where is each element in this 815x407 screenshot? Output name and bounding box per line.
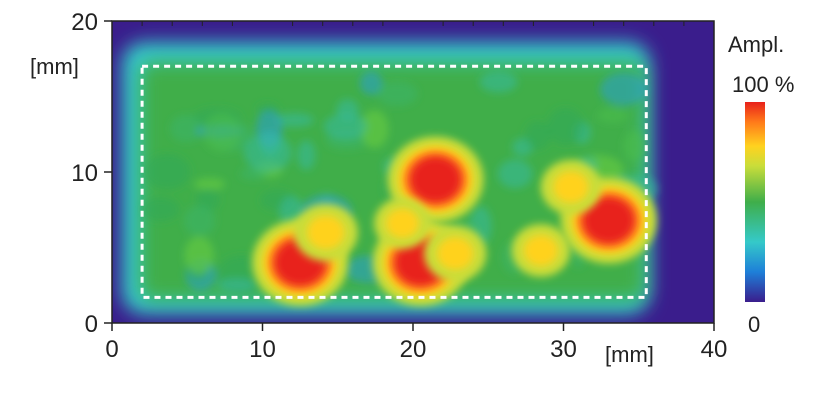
colorbar-title: Ampl. <box>728 32 784 57</box>
texture-blob <box>377 81 418 107</box>
hotspot-ring <box>523 235 559 266</box>
texture-blob <box>203 112 241 152</box>
region-box <box>140 64 648 299</box>
hotspot <box>540 159 602 215</box>
colorbar: Ampl. 100 % 0 <box>728 32 794 337</box>
texture-blob <box>141 197 180 222</box>
hotspot-ring <box>410 156 462 203</box>
hotspot-ring <box>553 171 589 203</box>
x-tick-label: 40 <box>701 336 728 363</box>
hotspot-ring <box>306 215 345 250</box>
hotspot <box>423 225 487 282</box>
colorbar-gradient <box>745 102 765 302</box>
texture-blob <box>194 178 226 191</box>
y-tick-label: 20 <box>71 9 98 36</box>
texture-blob <box>524 121 551 150</box>
texture-blob <box>217 277 256 293</box>
texture-blob <box>184 236 214 275</box>
x-tick-label: 30 <box>550 336 577 363</box>
texture-blob <box>297 140 316 170</box>
texture-blob <box>144 153 191 190</box>
texture-blob <box>183 205 216 237</box>
colorbar-min-label: 0 <box>748 312 760 337</box>
y-tick-label: 0 <box>85 311 98 338</box>
texture-blob <box>597 108 629 123</box>
texture-blob <box>336 98 359 121</box>
hotspot-ring <box>583 197 635 244</box>
hotspot <box>374 197 431 249</box>
heatmap-field <box>122 42 658 314</box>
colorbar-max-label: 100 % <box>732 72 794 97</box>
texture-blob <box>600 72 647 106</box>
texture-blob <box>274 113 314 128</box>
texture-blob <box>195 188 220 212</box>
texture-blob <box>243 133 292 172</box>
hotspot <box>293 203 358 262</box>
texture-blob <box>623 130 645 162</box>
texture-blob <box>479 71 518 93</box>
y-tick-label: 10 <box>71 160 98 187</box>
x-tick-label: 0 <box>105 336 118 363</box>
axes: 0 10 20 30 40 0 10 20 <box>71 9 727 363</box>
x-tick-label: 10 <box>249 336 276 363</box>
hotspot <box>511 224 571 277</box>
texture-blob <box>359 71 383 96</box>
y-unit-label: [mm] <box>30 54 79 79</box>
texture-blob <box>323 113 368 140</box>
x-tick-label: 20 <box>400 336 427 363</box>
hotspot-ring <box>385 208 419 239</box>
texture-blob <box>170 114 203 143</box>
texture-blob <box>497 159 533 189</box>
x-unit-label: [mm] <box>605 342 654 367</box>
texture-blob <box>547 107 584 146</box>
hotspot-ring <box>436 237 474 270</box>
hotspots-layer <box>252 136 657 306</box>
texture-blob <box>360 110 389 149</box>
